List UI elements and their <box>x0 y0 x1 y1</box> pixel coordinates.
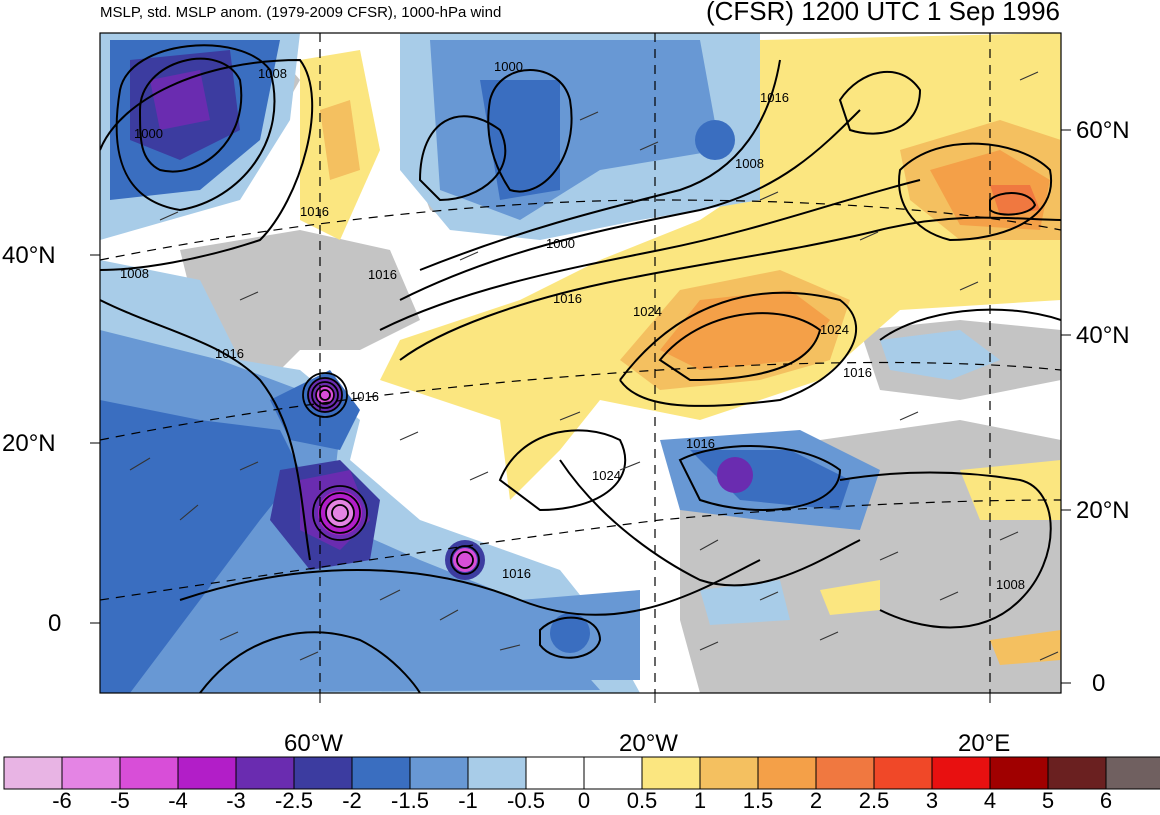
contour-label: 1008 <box>996 577 1025 592</box>
contour-label: 1000 <box>546 236 575 251</box>
contour-label: 1024 <box>820 322 849 337</box>
colorbar-swatch <box>293 756 353 790</box>
colorbar-swatch <box>815 756 875 790</box>
axis-ticks <box>90 129 1071 703</box>
contour-label: 1000 <box>134 126 163 141</box>
colorbar-swatch <box>351 756 411 790</box>
colorbar-label: 4 <box>983 788 997 813</box>
contour-label: 1016 <box>760 90 789 105</box>
contour-label: 1016 <box>215 346 244 361</box>
contour-label: 1016 <box>686 436 715 451</box>
lat-label-left: 20°N <box>2 430 56 457</box>
lat-label-left: 40°N <box>2 242 56 269</box>
colorbar-swatch <box>467 756 527 790</box>
contour-label: 1024 <box>592 468 621 483</box>
contour-labels: 1008 1000 1000 1016 1008 1000 1016 1008 … <box>120 59 1025 592</box>
colorbar-swatch <box>699 756 759 790</box>
lat-label-right: 20°N <box>1076 497 1130 524</box>
colorbar-label: 3 <box>925 788 939 813</box>
colorbar-swatch <box>61 756 121 790</box>
colorbar-swatch <box>931 756 991 790</box>
map-title-left: MSLP, std. MSLP anom. (1979-2009 CFSR), … <box>100 4 502 21</box>
lat-label-left: 0 <box>48 610 62 637</box>
colorbar-label: 2.5 <box>858 788 890 813</box>
map-frame <box>99 32 1062 694</box>
colorbar-label: -1 <box>458 788 478 813</box>
colorbar-swatch <box>1047 756 1107 790</box>
colorbar-label: -4 <box>168 788 188 813</box>
lat-label-right: 40°N <box>1076 322 1130 349</box>
colorbar-label: 1 <box>693 788 707 813</box>
colorbar-label: 1.5 <box>742 788 774 813</box>
contour-label: 1016 <box>368 267 397 282</box>
graticule <box>100 33 1061 693</box>
colorbar-swatch <box>525 756 585 790</box>
contour-label: 1016 <box>553 291 582 306</box>
lon-label: 20°W <box>619 730 678 757</box>
colorbar <box>3 756 1160 790</box>
contour-label: 1000 <box>494 59 523 74</box>
colorbar-label: -2 <box>342 788 362 813</box>
storm-rings <box>302 372 480 575</box>
contour-label: 1016 <box>502 566 531 581</box>
colorbar-swatch <box>3 756 63 790</box>
colorbar-swatch <box>235 756 295 790</box>
colorbar-label: 2 <box>809 788 823 813</box>
colorbar-label: 0 <box>577 788 591 813</box>
colorbar-swatch <box>873 756 933 790</box>
colorbar-swatch <box>757 756 817 790</box>
lon-label: 60°W <box>284 730 343 757</box>
colorbar-label: -1.5 <box>391 788 429 813</box>
colorbar-swatch <box>989 756 1049 790</box>
colorbar-swatch <box>641 756 701 790</box>
colorbar-label: -5 <box>110 788 130 813</box>
colorbar-label: -6 <box>52 788 72 813</box>
colorbar-swatch <box>1105 756 1160 790</box>
lat-label-right: 0 <box>1092 670 1106 697</box>
colorbar-swatch <box>583 756 643 790</box>
colorbar-label: -0.5 <box>507 788 545 813</box>
lon-label: 20°E <box>958 730 1011 757</box>
colorbar-label: 5 <box>1041 788 1055 813</box>
contour-label: 1016 <box>843 365 872 380</box>
colorbar-label: 6 <box>1099 788 1113 813</box>
isobar-layer <box>100 44 1061 693</box>
map-title-right: (CFSR) 1200 UTC 1 Sep 1996 <box>705 0 1060 26</box>
lat-label-right: 60°N <box>1076 117 1130 144</box>
contour-label: 1008 <box>735 156 764 171</box>
contour-label: 1008 <box>258 66 287 81</box>
wind-barbs <box>129 71 1059 661</box>
map-field: 1008 1000 1000 1016 1008 1000 1016 1008 … <box>100 33 1061 693</box>
colorbar-label: 0.5 <box>626 788 658 813</box>
contour-label: 1016 <box>300 204 329 219</box>
contour-label: 1016 <box>350 389 379 404</box>
contour-label: 1024 <box>633 304 662 319</box>
colorbar-swatch <box>119 756 179 790</box>
colorbar-swatch <box>409 756 469 790</box>
colorbar-label: -3 <box>226 788 246 813</box>
contour-label: 1008 <box>120 266 149 281</box>
colorbar-label: -2.5 <box>275 788 313 813</box>
colorbar-swatch <box>177 756 237 790</box>
